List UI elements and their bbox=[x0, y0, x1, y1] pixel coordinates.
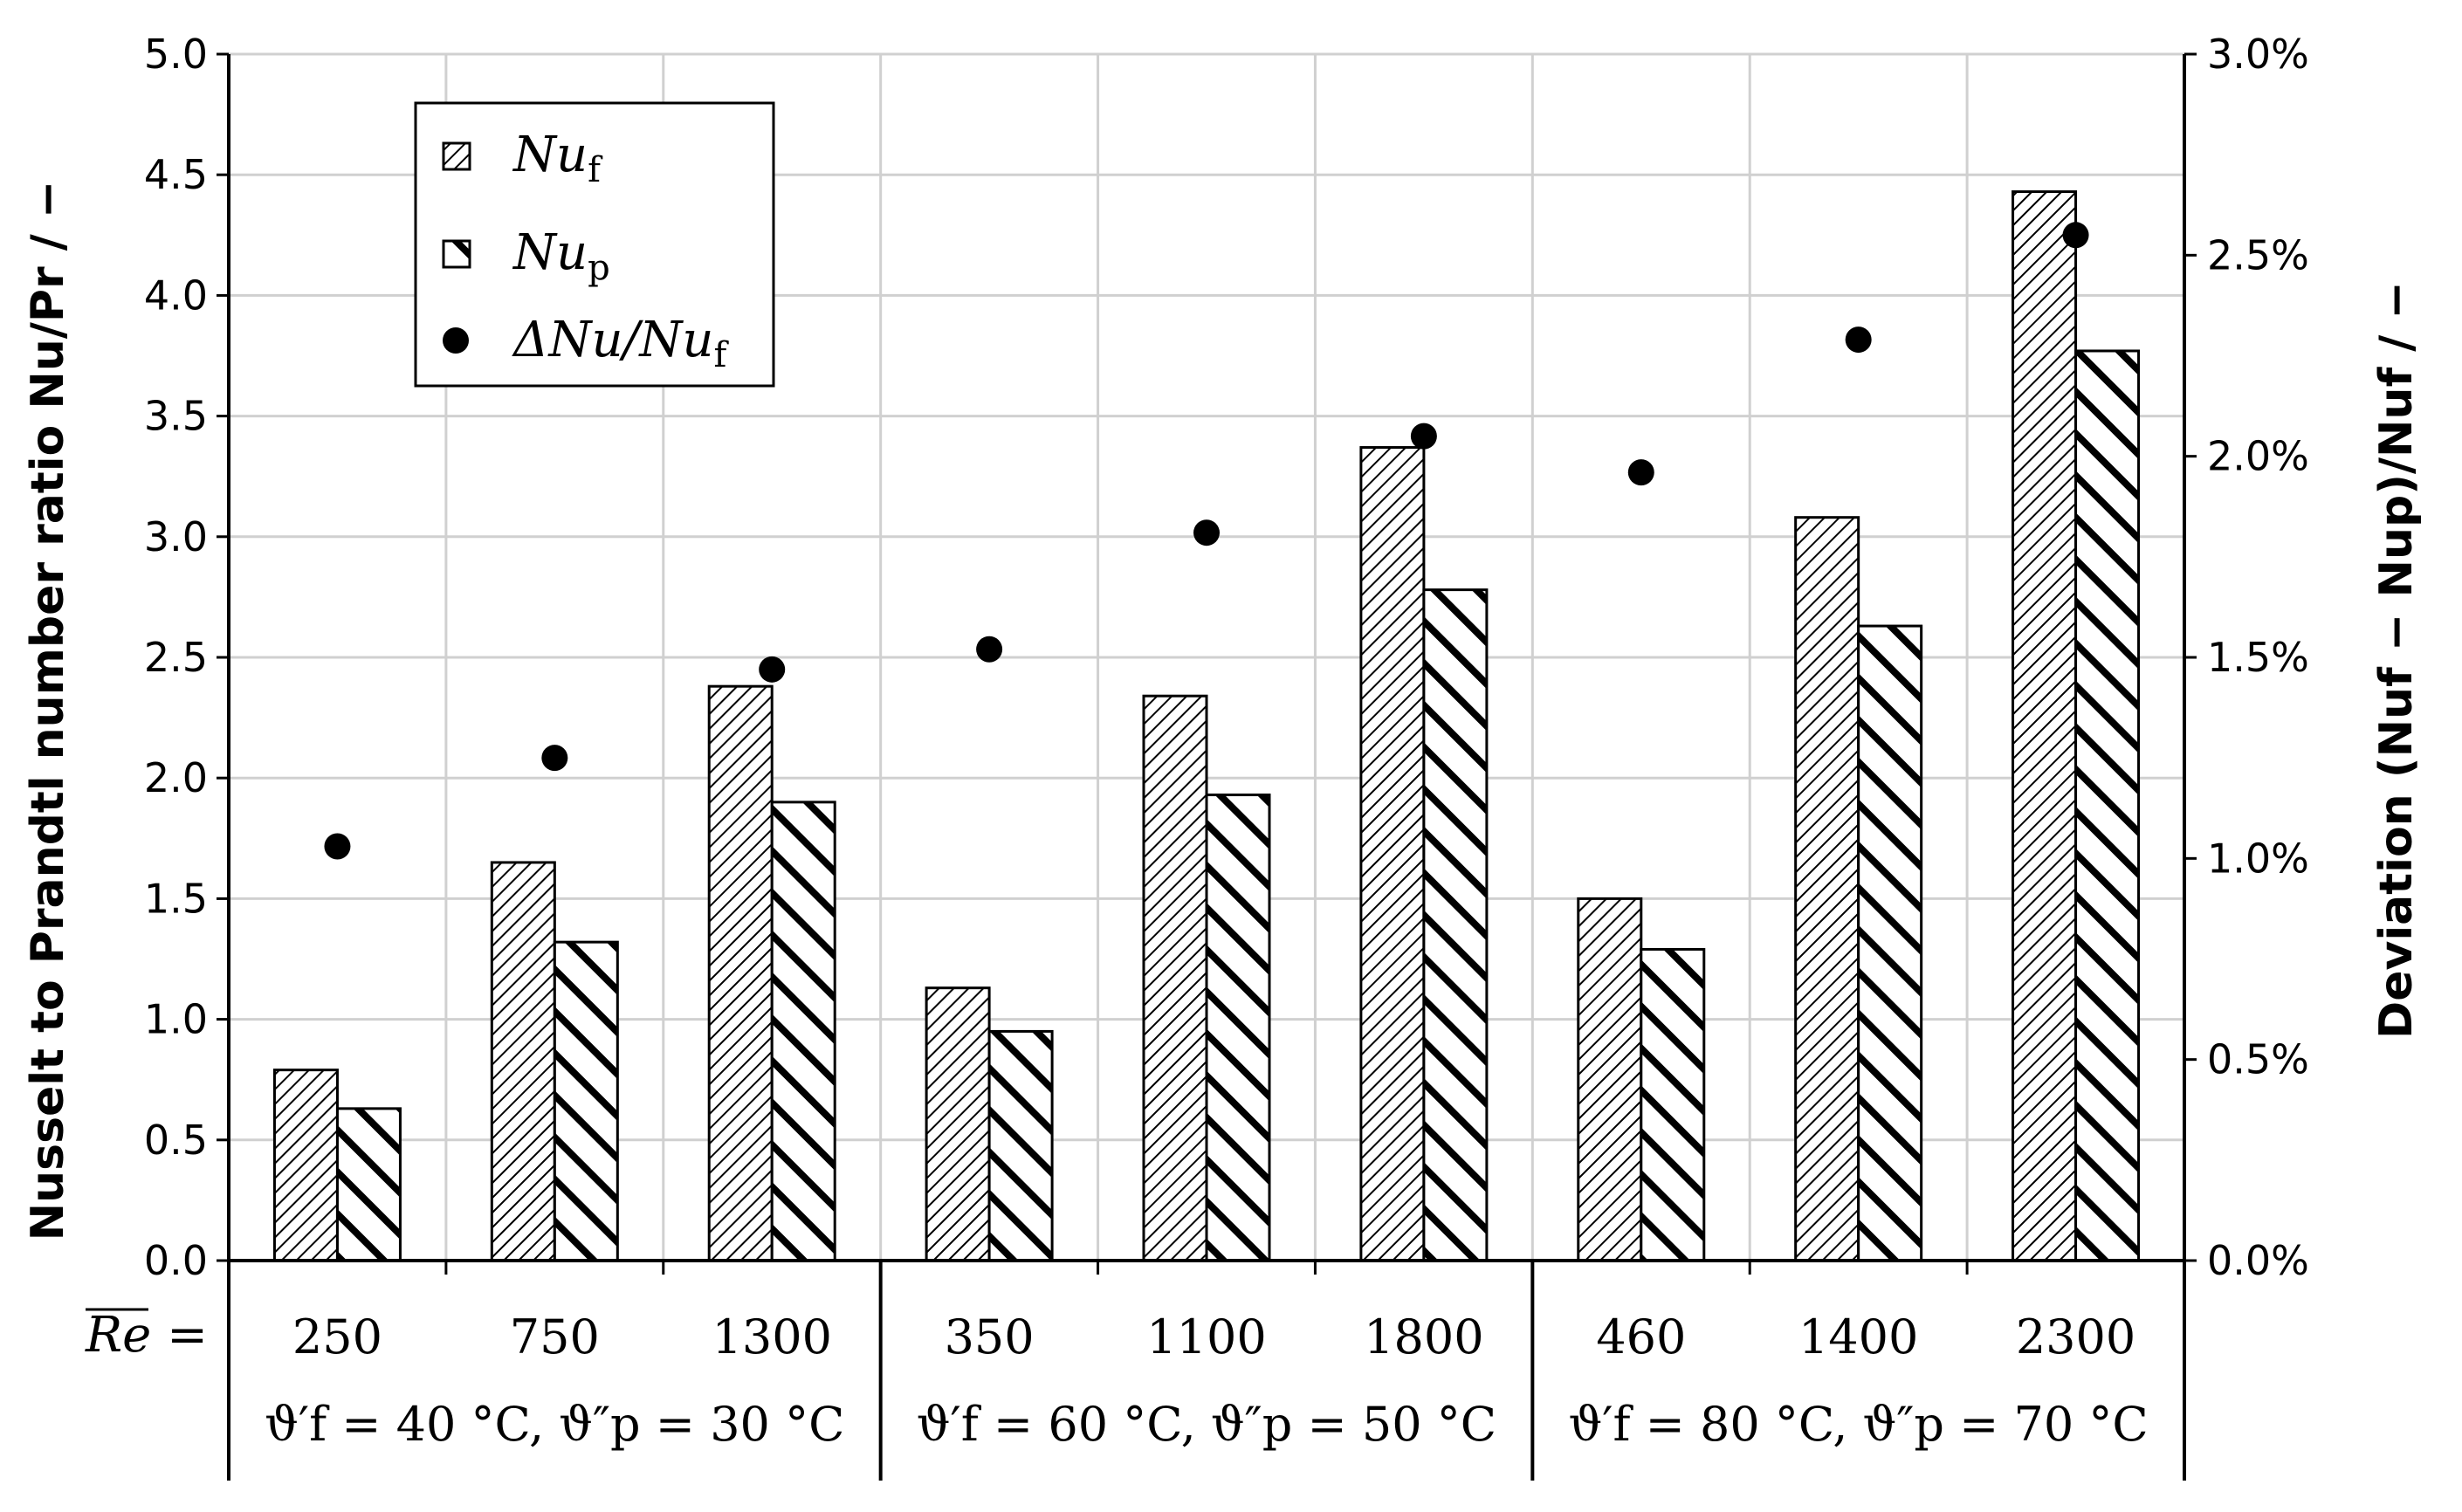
y-tick-label: 3.5 bbox=[144, 393, 208, 440]
y-tick-labels: 0.0 0.5 1.0 1.5 2.0 2.5 3.0 3.5 4.0 4.5 5.0 bbox=[144, 31, 208, 1284]
bar-nuf-350 bbox=[925, 986, 991, 1262]
legend-swatch-nup bbox=[442, 239, 471, 269]
y2-tick-label: 3.0% bbox=[2207, 31, 2309, 78]
legend: Nuf Nup ΔNu/Nuf bbox=[414, 101, 775, 388]
y-tick-label: 2.5 bbox=[144, 634, 208, 681]
bar-nuf-1800 bbox=[1359, 446, 1426, 1262]
bar-nuf-2300 bbox=[2012, 190, 2078, 1262]
y2-tick-labels: 0.0% 0.5% 1.0% 1.5% 2.0% 2.5% 3.0% bbox=[2207, 31, 2309, 1284]
bar-nuf-250 bbox=[272, 1069, 339, 1262]
bars bbox=[272, 190, 2141, 1262]
bar-nup-1400 bbox=[1857, 624, 1923, 1262]
y2-tick-label: 2.5% bbox=[2207, 231, 2309, 278]
y2-tick-label: 2.0% bbox=[2207, 433, 2309, 480]
y-tick-label: 4.5 bbox=[144, 151, 208, 198]
y-tick-label: 5.0 bbox=[144, 31, 208, 78]
bar-nup-1100 bbox=[1205, 794, 1271, 1262]
legend-label-1: Nuf bbox=[512, 127, 603, 190]
group-labels: ϑ′f = 40 °C, ϑ″p = 30 °C ϑ′f = 60 °C, ϑ″p… bbox=[265, 1397, 2148, 1452]
group-label-3: ϑ′f = 80 °C, ϑ″p = 70 °C bbox=[1569, 1397, 2149, 1452]
legend-swatch-nuf bbox=[442, 141, 471, 171]
legend-label-3: ΔNu/Nuf bbox=[512, 312, 729, 375]
y2-tick-label: 0.5% bbox=[2207, 1036, 2309, 1083]
deviation-point-750 bbox=[541, 745, 568, 772]
y2-tick-label: 1.0% bbox=[2207, 835, 2309, 882]
bar-nuf-1100 bbox=[1142, 694, 1208, 1262]
y-tick-label: 3.0 bbox=[144, 513, 208, 560]
category-label-750: 750 bbox=[510, 1309, 600, 1364]
category-label-1100: 1100 bbox=[1146, 1309, 1266, 1364]
group-label-2: ϑ′f = 60 °C, ϑ″p = 50 °C bbox=[917, 1397, 1496, 1452]
axes bbox=[217, 52, 2197, 1481]
re-prefix-label: Re = bbox=[85, 1307, 208, 1364]
bar-nuf-1400 bbox=[1794, 516, 1860, 1262]
deviation-point-250 bbox=[324, 833, 351, 860]
legend-swatch-deviation bbox=[443, 327, 469, 354]
deviation-point-1100 bbox=[1193, 519, 1220, 546]
category-label-460: 460 bbox=[1596, 1309, 1686, 1364]
bar-nup-350 bbox=[987, 1029, 1054, 1262]
category-labels: 250 750 1300 350 1100 1800 460 1400 2300 bbox=[292, 1309, 2135, 1364]
bar-nup-1300 bbox=[770, 801, 836, 1262]
y-tick-label: 2.0 bbox=[144, 754, 208, 801]
bar-nup-250 bbox=[335, 1107, 402, 1262]
category-label-1800: 1800 bbox=[1364, 1309, 1483, 1364]
bar-nuf-460 bbox=[1577, 897, 1643, 1262]
deviation-points bbox=[324, 222, 2089, 860]
deviation-point-1400 bbox=[1845, 326, 1872, 354]
deviation-point-1300 bbox=[759, 656, 786, 683]
y2-tick-label: 1.5% bbox=[2207, 634, 2309, 681]
category-label-1300: 1300 bbox=[712, 1309, 832, 1364]
bar-nup-460 bbox=[1640, 947, 1706, 1262]
bar-nup-1800 bbox=[1422, 588, 1489, 1262]
category-label-350: 350 bbox=[945, 1309, 1035, 1364]
legend-label-2: Nup bbox=[512, 224, 610, 288]
y-tick-label: 0.5 bbox=[144, 1117, 208, 1164]
y-tick-label: 4.0 bbox=[144, 271, 208, 319]
deviation-point-350 bbox=[976, 636, 1003, 663]
bar-nuf-1300 bbox=[707, 684, 774, 1262]
y2-axis-label: Deviation (Nuf − Nup)/Nuf / − bbox=[2370, 281, 2423, 1039]
deviation-point-1800 bbox=[1410, 423, 1437, 450]
legend-box bbox=[414, 101, 775, 388]
y-axis-label: Nusselt to Prandtl number ratio Nu/Pr / … bbox=[22, 181, 74, 1241]
y-tick-label: 0.0 bbox=[144, 1237, 208, 1284]
category-label-2300: 2300 bbox=[2016, 1309, 2135, 1364]
y2-tick-label: 0.0% bbox=[2207, 1237, 2309, 1284]
bar-nup-2300 bbox=[2074, 349, 2141, 1262]
deviation-point-2300 bbox=[2062, 222, 2089, 249]
bar-nup-750 bbox=[553, 940, 619, 1262]
category-label-250: 250 bbox=[292, 1309, 382, 1364]
y-tick-label: 1.5 bbox=[144, 875, 208, 922]
group-label-1: ϑ′f = 40 °C, ϑ″p = 30 °C bbox=[265, 1397, 844, 1452]
bar-nuf-750 bbox=[490, 861, 556, 1262]
y-tick-label: 1.0 bbox=[144, 996, 208, 1043]
category-label-1400: 1400 bbox=[1798, 1309, 1918, 1364]
deviation-point-460 bbox=[1627, 459, 1654, 486]
